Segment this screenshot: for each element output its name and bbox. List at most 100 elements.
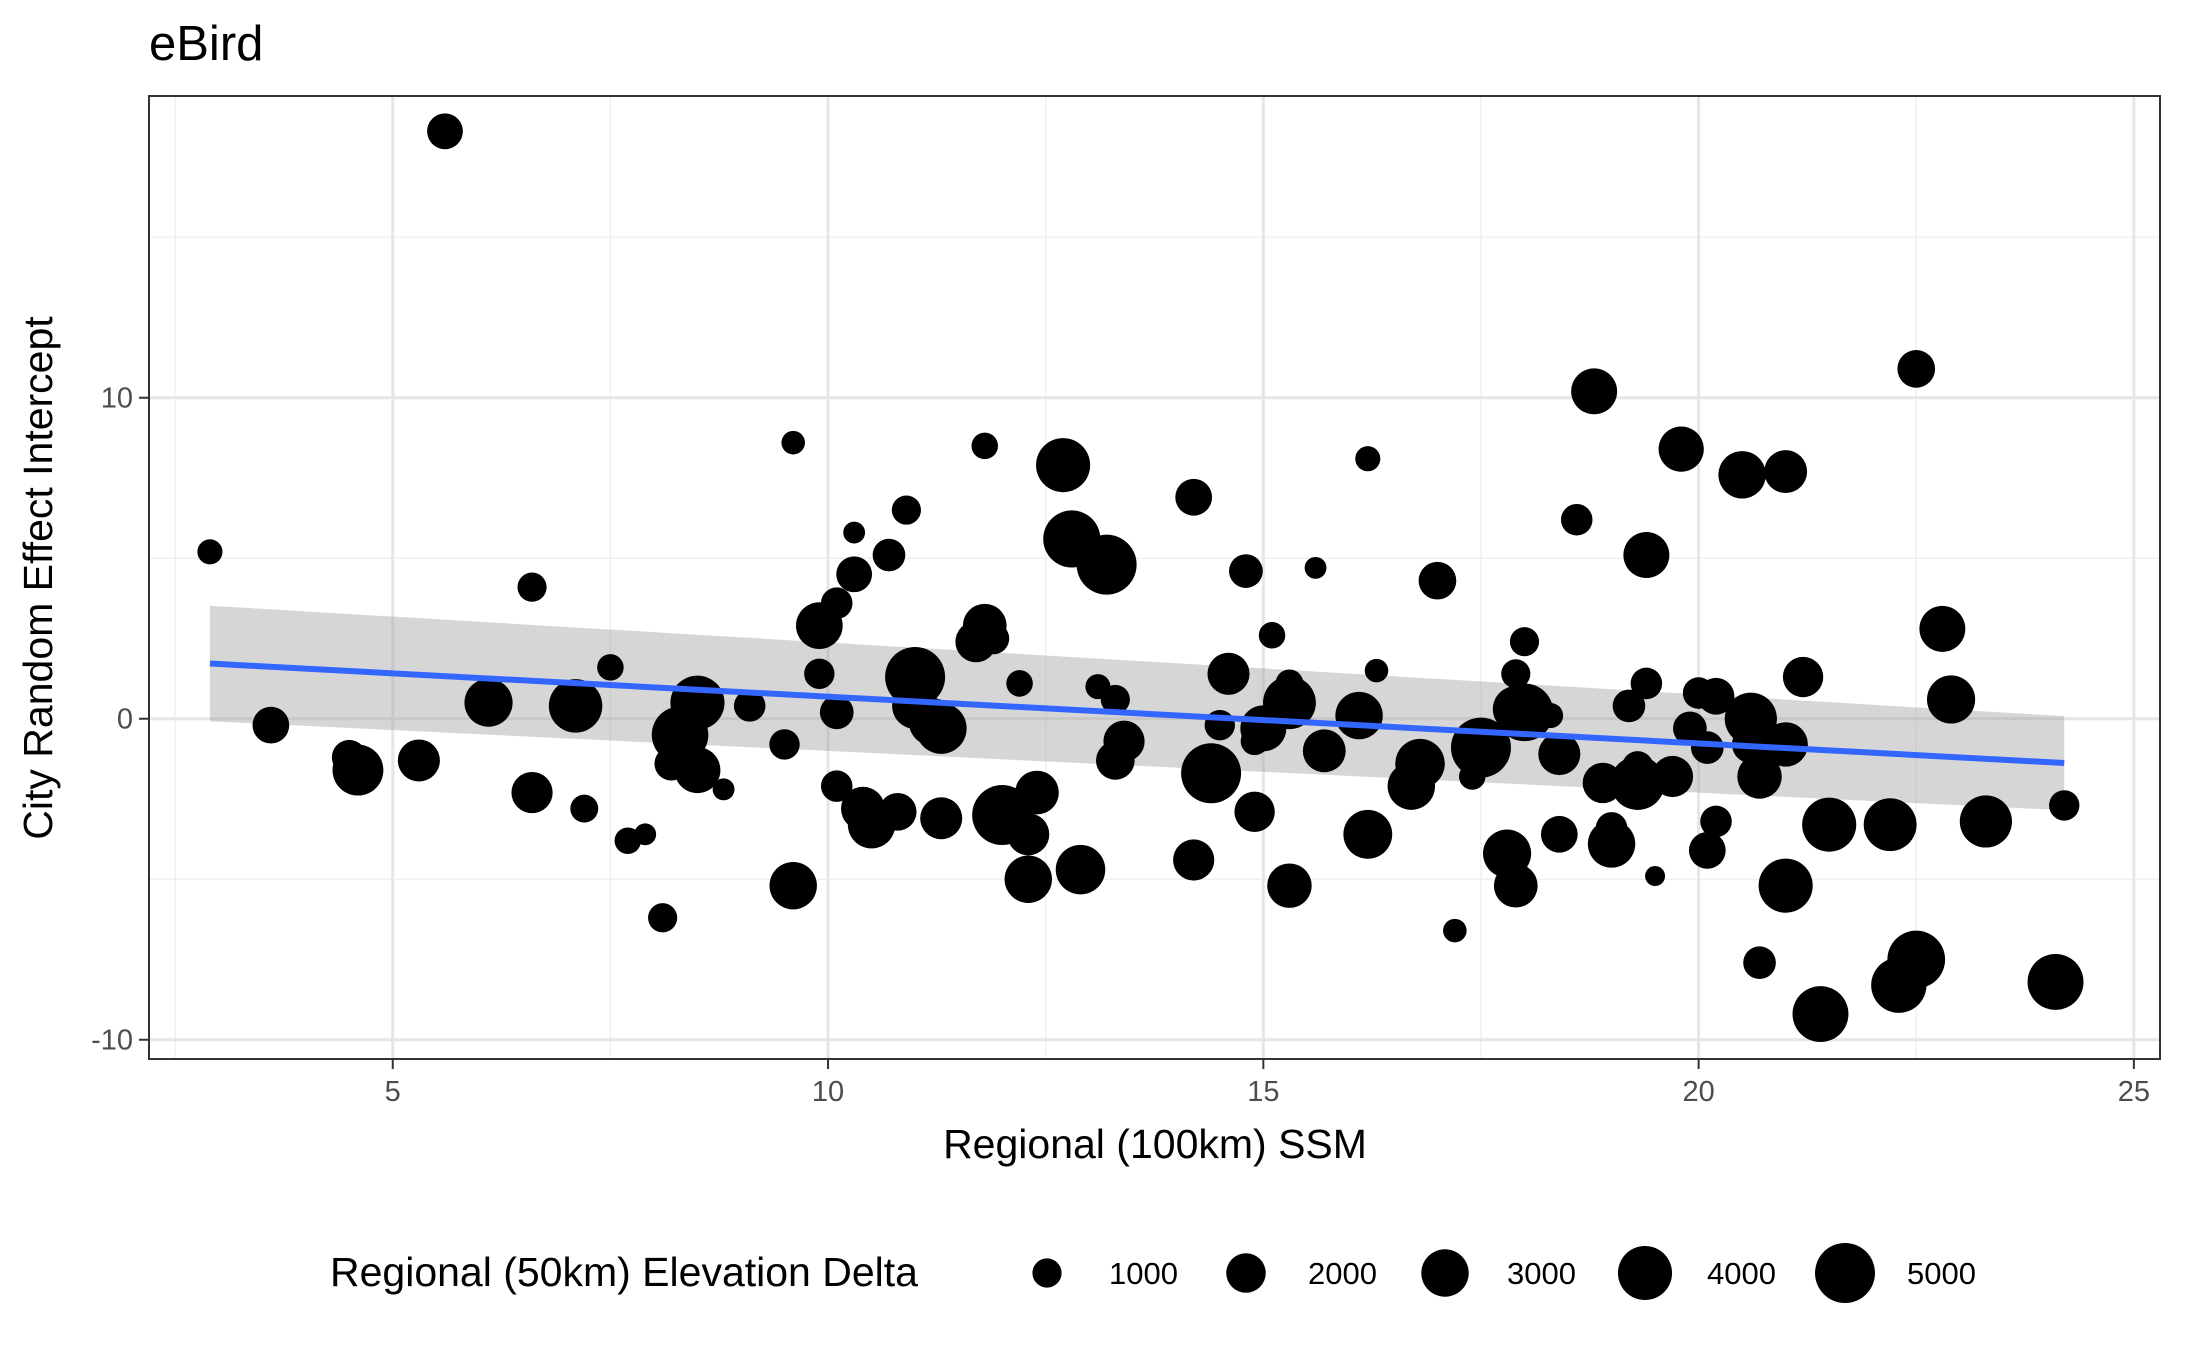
data-point-90 — [1538, 733, 1581, 776]
data-point-108 — [1688, 831, 1726, 869]
confidence-ribbon — [209, 605, 2065, 811]
data-point-25 — [804, 658, 835, 689]
data-point-101 — [1623, 532, 1670, 579]
x-tick-label-1: 10 — [812, 1076, 844, 1108]
data-point-72 — [1302, 729, 1346, 773]
data-point-79 — [1418, 561, 1457, 600]
x-tick-label-4: 25 — [2118, 1076, 2150, 1108]
data-point-40 — [920, 797, 963, 840]
data-point-63 — [1229, 554, 1263, 588]
data-point-100 — [1630, 667, 1663, 700]
legend-key-1 — [1226, 1253, 1266, 1293]
data-point-67 — [1258, 622, 1286, 649]
data-point-14 — [648, 903, 678, 933]
legend-title: Regional (50km) Elevation Delta — [330, 1249, 918, 1295]
legend-label-1: 2000 — [1308, 1256, 1377, 1291]
data-point-5 — [427, 113, 463, 150]
chart-title: eBird — [149, 17, 263, 71]
plot-panel-border — [148, 95, 2161, 1060]
data-point-126 — [1919, 605, 1966, 652]
data-point-50 — [1036, 438, 1091, 493]
data-point-3 — [332, 744, 384, 796]
legend-label-3: 4000 — [1707, 1256, 1776, 1291]
regression-line — [209, 660, 2065, 767]
data-point-57 — [1103, 720, 1145, 762]
data-point-107 — [1690, 731, 1724, 764]
data-point-30 — [843, 521, 866, 544]
data-point-73 — [1335, 691, 1383, 740]
data-point-47 — [1007, 813, 1050, 856]
data-point-1 — [252, 706, 290, 744]
data-point-110 — [1697, 677, 1735, 715]
data-point-44 — [977, 622, 1010, 655]
confidence-ribbon-layer — [209, 605, 2065, 811]
data-point-78 — [1395, 738, 1445, 789]
data-point-59 — [1173, 839, 1215, 881]
data-point-91 — [1540, 815, 1578, 853]
data-point-20 — [733, 690, 766, 722]
data-point-111 — [1718, 451, 1766, 499]
data-point-124 — [1897, 350, 1936, 388]
data-point-33 — [872, 538, 906, 572]
data-point-62 — [1207, 652, 1250, 695]
data-point-54 — [1076, 534, 1137, 595]
data-point-26 — [820, 587, 853, 619]
data-point-4 — [397, 739, 440, 782]
data-point-6 — [464, 678, 513, 727]
y-tick-label-0: -10 — [91, 1025, 133, 1057]
data-point-87 — [1495, 683, 1554, 742]
data-point-121 — [1802, 797, 1857, 852]
data-point-71 — [1304, 556, 1327, 579]
regression-line-layer — [209, 660, 2065, 767]
data-point-86 — [1501, 659, 1531, 689]
data-point-69 — [1263, 676, 1316, 730]
data-point-49 — [1015, 770, 1059, 815]
data-point-42 — [971, 432, 999, 460]
y-tick-label-1: 0 — [117, 704, 133, 736]
x-axis-ticks: 5 10 15 20 25 — [385, 1059, 2150, 1108]
data-point-27 — [819, 695, 854, 730]
data-point-70 — [1267, 863, 1312, 908]
data-point-19 — [712, 778, 735, 801]
data-point-122 — [1863, 798, 1917, 852]
data-point-0 — [197, 539, 223, 565]
legend-key-4 — [1815, 1243, 1875, 1303]
data-point-118 — [1763, 722, 1808, 767]
data-point-21 — [769, 729, 800, 760]
data-point-75 — [1343, 809, 1393, 859]
data-point-60 — [1181, 743, 1242, 804]
data-point-120 — [1792, 986, 1849, 1043]
data-point-93 — [1571, 368, 1618, 415]
data-point-35 — [891, 495, 921, 525]
data-point-125 — [1887, 930, 1946, 989]
data-point-29 — [836, 556, 873, 593]
data-point-58 — [1175, 478, 1213, 516]
legend-label-0: 1000 — [1109, 1256, 1178, 1291]
data-point-115 — [1743, 946, 1776, 980]
legend-key-0 — [1032, 1258, 1062, 1288]
data-point-130 — [2049, 790, 2080, 821]
size-legend: Regional (50km) Elevation Delta 1000 2000… — [330, 1243, 1976, 1303]
data-point-89 — [1538, 702, 1564, 729]
data-point-114 — [1737, 754, 1782, 799]
y-axis-title: City Random Effect Intercept — [15, 316, 61, 840]
y-axis-ticks: -10 0 10 — [91, 383, 149, 1057]
data-point-10 — [570, 794, 599, 823]
data-point-117 — [1764, 450, 1808, 494]
data-point-97 — [1612, 689, 1646, 723]
data-point-119 — [1782, 656, 1824, 698]
legend-label-4: 5000 — [1907, 1256, 1976, 1291]
x-tick-label-0: 5 — [385, 1076, 401, 1108]
data-point-17 — [670, 675, 725, 730]
data-point-128 — [1959, 795, 2012, 848]
data-point-103 — [1651, 755, 1694, 798]
data-point-102 — [1645, 866, 1666, 887]
data-point-96 — [1587, 820, 1636, 868]
x-tick-label-2: 15 — [1247, 1076, 1279, 1108]
data-point-104 — [1658, 426, 1704, 472]
data-point-99 — [1610, 755, 1665, 810]
data-point-74 — [1355, 446, 1381, 472]
data-point-88 — [1509, 627, 1540, 657]
data-point-80 — [1443, 918, 1467, 943]
legend-key-2 — [1421, 1249, 1469, 1297]
